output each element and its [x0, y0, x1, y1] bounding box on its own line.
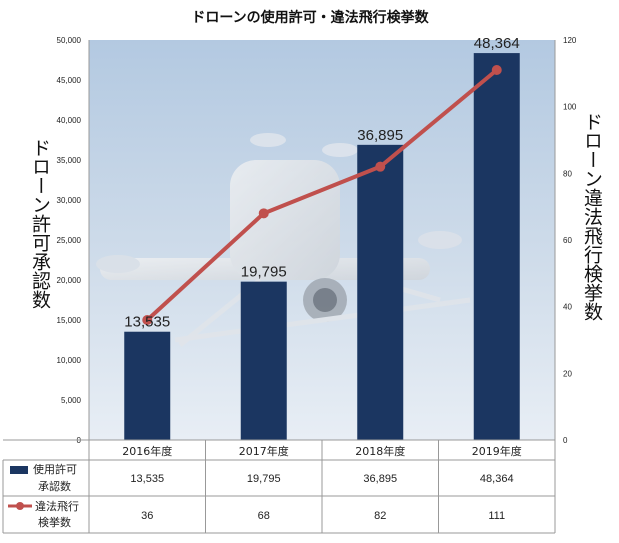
right-y-tick-label: 100 — [563, 103, 577, 112]
left-axis-title: ドローン許可承認数 — [29, 138, 51, 309]
bar — [473, 53, 520, 440]
right-y-tick-label: 40 — [563, 303, 572, 312]
right-y-tick-label: 60 — [563, 236, 572, 245]
table-row-bar-values: 13,535 19,795 36,895 48,364 — [130, 473, 513, 485]
left-y-tick-label: 40,000 — [57, 116, 82, 125]
category-label: 2017年度 — [239, 444, 289, 458]
table-cell: 36,895 — [363, 473, 397, 485]
legend-label-bar-line1: 使用許可 — [33, 463, 77, 476]
left-y-tick-label: 25,000 — [57, 236, 82, 245]
bar-value-label: 36,895 — [357, 127, 403, 144]
line-point — [142, 315, 153, 325]
left-y-tick-labels: 05,00010,00015,00020,00025,00030,00035,0… — [57, 36, 82, 445]
table-cell: 111 — [488, 510, 505, 522]
left-y-tick-label: 5,000 — [61, 396, 82, 405]
left-y-tick-label: 10,000 — [57, 356, 82, 365]
legend-label-line-line1: 違法飛行 — [35, 499, 79, 513]
data-table: 使用許可 承認数 違法飛行 検挙数 2016年度 2017年度 2018年度 2019… — [2, 439, 556, 534]
left-y-tick-label: 20,000 — [57, 276, 82, 285]
left-y-tick-label: 15,000 — [57, 316, 82, 325]
right-axis-title: ドローン違法飛行検挙数 — [581, 112, 603, 321]
left-y-tick-label: 50,000 — [57, 36, 82, 45]
category-label: 2016年度 — [122, 444, 172, 458]
bar-series — [124, 53, 520, 440]
right-y-tick-label: 0 — [563, 436, 568, 445]
left-y-tick-label: 30,000 — [57, 196, 82, 205]
legend-label-line-line2: 検挙数 — [38, 515, 71, 529]
category-labels: 2016年度 2017年度 2018年度 2019年度 — [122, 444, 522, 458]
right-y-tick-label: 120 — [563, 36, 577, 45]
bar — [124, 331, 171, 440]
left-y-tick-label: 35,000 — [57, 156, 82, 165]
bar-value-label: 19,795 — [241, 264, 287, 281]
table-cell: 48,364 — [480, 473, 514, 485]
line-point — [258, 208, 269, 219]
chart-title: ドローンの使用許可・違法飛行検挙数 — [191, 9, 429, 26]
legend-label-bar-line2: 承認数 — [38, 479, 71, 493]
table-cell: 68 — [258, 510, 270, 522]
right-y-tick-label: 20 — [563, 369, 572, 378]
bar-value-labels: 13,535 19,795 36,895 48,364 — [124, 35, 519, 331]
right-y-tick-label: 80 — [563, 169, 572, 178]
line-point — [491, 65, 502, 75]
left-y-tick-label: 45,000 — [57, 76, 82, 85]
table-row-line-values: 36 68 82 111 — [141, 510, 505, 522]
table-cell: 13,535 — [130, 473, 164, 485]
legend-key-line-marker — [16, 502, 24, 510]
right-y-tick-labels: 0 20 40 60 80 100 120 — [563, 36, 577, 445]
table-cell: 19,795 — [247, 473, 281, 485]
line-series — [142, 65, 502, 325]
bar — [240, 281, 287, 440]
bar-value-label: 48,364 — [474, 35, 520, 52]
category-label: 2019年度 — [472, 444, 522, 458]
line-path — [145, 68, 499, 322]
category-label: 2018年度 — [355, 444, 405, 458]
table-cell: 36 — [141, 510, 153, 522]
table-cell: 82 — [374, 510, 386, 522]
legend-key-bar — [10, 466, 28, 474]
line-point — [375, 161, 386, 172]
bar — [357, 144, 404, 440]
bar-value-label: 13,535 — [124, 314, 170, 331]
